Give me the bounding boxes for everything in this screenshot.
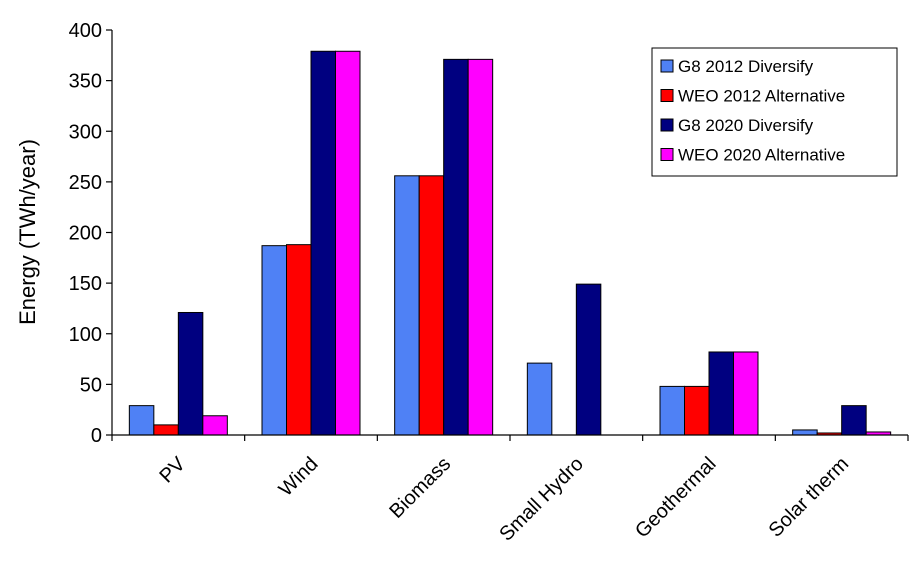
bar-biomass-series-0: [394, 175, 420, 436]
legend-swatch: [660, 89, 674, 102]
legend-swatch: [660, 59, 674, 73]
legend-entry-label: G8 2012 Diversify: [678, 57, 814, 76]
y-tick-label: 200: [69, 223, 102, 245]
y-tick-label: 50: [80, 374, 102, 396]
y-tick-label: 100: [69, 324, 102, 346]
legend-entry-label: G8 2020 Diversify: [678, 116, 814, 135]
x-category-label: Wind: [275, 453, 323, 501]
bar-pv-series-2: [177, 311, 204, 436]
y-tick-label: 0: [91, 425, 102, 447]
bar-wind-series-2: [310, 50, 336, 436]
axes-layer: [106, 29, 909, 441]
bar-wind-series-0: [261, 245, 287, 436]
legend-entry-label: WEO 2012 Alternative: [678, 87, 845, 106]
bar-biomass-series-3: [467, 58, 494, 436]
bar-geothermal-series-0: [659, 385, 685, 436]
bar-solar-therm-series-0: [792, 429, 818, 436]
bar-small-hydro-series-2: [575, 283, 602, 436]
y-tick-label: 250: [69, 172, 102, 194]
x-category-label: Biomass: [385, 453, 455, 523]
x-category-labels: PV Wind Biomass Small Hydro Geothermal Solar …: [155, 453, 853, 546]
bar-biomass-series-1: [418, 175, 445, 436]
y-axis-title: Energy (TWh/year): [15, 139, 40, 325]
legend: G8 2012 Diversify WEO 2012 Alternative G8 …: [651, 47, 898, 177]
y-tick-label: 350: [69, 71, 102, 93]
y-tick-labels: 0 50 100 150 200 250 300 350 400: [69, 20, 102, 447]
bar-pv-series-0: [128, 405, 155, 436]
bar-geothermal-series-3: [733, 351, 759, 436]
x-category-label: PV: [155, 453, 190, 488]
bar-pv-series-3: [202, 415, 228, 436]
legend-swatch: [660, 118, 674, 132]
legend-box: [651, 47, 898, 177]
y-tick-label: 400: [69, 20, 102, 42]
bar-wind-series-3: [335, 50, 361, 436]
legend-swatch: [660, 148, 674, 161]
x-category-label: Solar therm: [765, 453, 854, 542]
bar-pv-series-1: [153, 424, 179, 436]
x-category-label: Geothermal: [631, 453, 720, 542]
y-tick-label: 300: [69, 121, 102, 143]
bar-wind-series-1: [286, 244, 312, 436]
bar-biomass-series-2: [443, 58, 469, 436]
bars-layer: [128, 50, 892, 436]
bar-solar-therm-series-2: [841, 405, 867, 436]
legend-entry-label: WEO 2020 Alternative: [678, 146, 845, 165]
x-category-label: Small Hydro: [495, 453, 588, 546]
y-tick-label: 150: [69, 273, 102, 295]
bar-geothermal-series-1: [684, 385, 710, 436]
bar-small-hydro-series-0: [526, 362, 553, 436]
bar-geothermal-series-2: [708, 351, 734, 436]
